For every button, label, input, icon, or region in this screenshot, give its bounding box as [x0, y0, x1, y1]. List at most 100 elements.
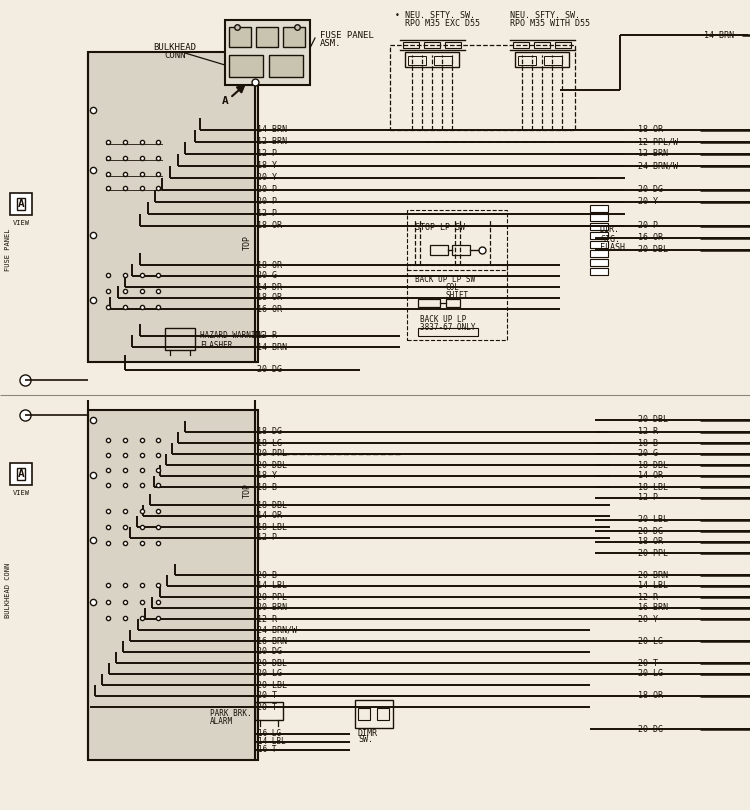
Text: 20 DG: 20 DG: [257, 365, 282, 374]
Text: 20 T: 20 T: [257, 692, 277, 701]
Text: 18 OR: 18 OR: [257, 293, 282, 302]
Bar: [590, 268, 608, 275]
Bar: [10, 193, 32, 215]
Text: A: A: [18, 469, 24, 479]
Text: VIEW: VIEW: [13, 490, 29, 496]
Text: ASM.: ASM.: [320, 40, 341, 49]
Text: SW.: SW.: [358, 735, 373, 744]
Bar: [590, 259, 608, 266]
Text: 12 BRN: 12 BRN: [257, 138, 287, 147]
Text: 16 LG: 16 LG: [258, 730, 281, 739]
Text: FUSE PANEL: FUSE PANEL: [5, 228, 11, 271]
Text: TOP: TOP: [243, 483, 252, 497]
Bar: [229, 55, 263, 77]
Bar: [590, 214, 608, 221]
Text: 20 DG: 20 DG: [638, 526, 663, 535]
Text: 20 DG: 20 DG: [638, 185, 663, 194]
Bar: [513, 42, 529, 48]
Bar: [452, 245, 470, 255]
Text: 18 OR: 18 OR: [638, 538, 663, 547]
Bar: [355, 700, 393, 728]
Bar: [544, 56, 562, 65]
Text: 20 DBL: 20 DBL: [638, 245, 668, 254]
Text: 12 P: 12 P: [257, 150, 277, 159]
Text: 18 B: 18 B: [257, 483, 277, 492]
Text: 20 LBL: 20 LBL: [257, 680, 287, 689]
Text: 12 R: 12 R: [257, 331, 277, 340]
Text: 24 BRN/W: 24 BRN/W: [638, 161, 678, 170]
Text: 12 R: 12 R: [638, 592, 658, 602]
Text: A: A: [222, 96, 229, 106]
Bar: [283, 27, 305, 47]
Text: VIEW: VIEW: [13, 220, 29, 226]
Text: 20 LG: 20 LG: [638, 670, 663, 679]
Text: 16 T: 16 T: [258, 745, 277, 754]
Text: 18 LBL: 18 LBL: [257, 522, 287, 531]
Bar: [445, 42, 461, 48]
Text: 20 T: 20 T: [257, 702, 277, 711]
Text: SIG.: SIG.: [600, 235, 620, 244]
Bar: [590, 232, 608, 239]
Text: 14 BRN: 14 BRN: [257, 126, 287, 134]
Text: 12 P: 12 P: [257, 210, 277, 219]
Text: 20 P: 20 P: [257, 198, 277, 207]
Bar: [430, 245, 448, 255]
Text: 12 P: 12 P: [638, 493, 658, 502]
Bar: [225, 20, 310, 85]
Text: 20 LG: 20 LG: [638, 637, 663, 646]
Bar: [518, 56, 536, 65]
Text: 20 LG: 20 LG: [257, 670, 282, 679]
Text: 16 BRN: 16 BRN: [638, 603, 668, 612]
Text: 14 BRN: 14 BRN: [257, 343, 287, 352]
Text: STOP LP SW: STOP LP SW: [415, 224, 465, 232]
Text: BULKHEAD CONN: BULKHEAD CONN: [5, 562, 11, 617]
Text: 20 PPL: 20 PPL: [257, 450, 287, 458]
Text: TOP: TOP: [243, 236, 252, 250]
Text: 12 PPL/W: 12 PPL/W: [638, 138, 678, 147]
Text: FLASHER: FLASHER: [200, 340, 232, 349]
Text: 20 DBL: 20 DBL: [257, 461, 287, 470]
Text: 18 DG: 18 DG: [257, 428, 282, 437]
Text: 18 LG: 18 LG: [257, 438, 282, 447]
Bar: [534, 42, 550, 48]
Bar: [390, 45, 575, 130]
Text: RPO M35 EXC D55: RPO M35 EXC D55: [395, 19, 480, 28]
Bar: [418, 299, 440, 307]
Bar: [590, 223, 608, 230]
Text: 20 Y: 20 Y: [257, 173, 277, 182]
Text: 20 P: 20 P: [257, 185, 277, 194]
Text: 3837-67 ONLY: 3837-67 ONLY: [420, 323, 476, 332]
Text: FUSE PANEL: FUSE PANEL: [320, 31, 374, 40]
Text: 18 OR: 18 OR: [638, 126, 663, 134]
Text: • NEU. SFTY. SW.: • NEU. SFTY. SW.: [395, 11, 475, 19]
Bar: [407, 210, 507, 270]
Bar: [405, 52, 459, 67]
Text: 18 DBL: 18 DBL: [257, 501, 287, 509]
Bar: [377, 708, 389, 720]
Text: 20 Y: 20 Y: [638, 198, 658, 207]
Text: 24 BRN/W: 24 BRN/W: [257, 625, 297, 634]
Text: 16 OR: 16 OR: [638, 233, 663, 242]
Text: DIR.: DIR.: [600, 225, 620, 235]
Bar: [10, 463, 32, 485]
Text: 20 PPL: 20 PPL: [257, 592, 287, 602]
Text: 14 LBL: 14 LBL: [257, 582, 287, 590]
Text: 20 PPL: 20 PPL: [638, 548, 668, 557]
Text: A: A: [18, 199, 24, 209]
Bar: [403, 42, 419, 48]
Bar: [424, 42, 440, 48]
Text: DIMR: DIMR: [358, 728, 378, 737]
Text: 20 B: 20 B: [257, 570, 277, 579]
Text: PARK BRK.: PARK BRK.: [210, 709, 251, 718]
Text: 18 OR: 18 OR: [257, 261, 282, 270]
Text: 18 OR: 18 OR: [257, 221, 282, 231]
Text: CONN: CONN: [164, 52, 186, 61]
Text: 16 OR: 16 OR: [257, 305, 282, 313]
Bar: [256, 27, 278, 47]
Text: 16 BRN: 16 BRN: [257, 637, 287, 646]
Text: 20 BRN: 20 BRN: [257, 603, 287, 612]
Bar: [269, 55, 303, 77]
Text: 20 BRN: 20 BRN: [638, 570, 668, 579]
Text: 12 R: 12 R: [638, 428, 658, 437]
Text: COL: COL: [445, 284, 459, 292]
